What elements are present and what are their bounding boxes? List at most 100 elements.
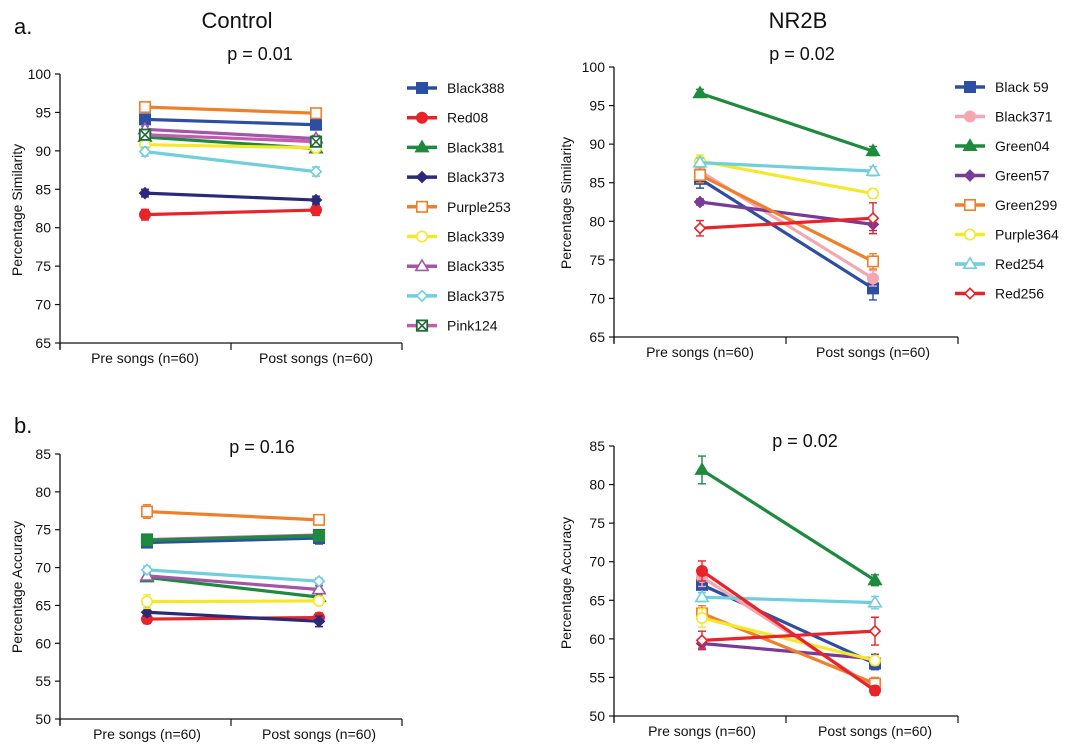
series-line (143, 143, 318, 150)
series-purple364 (695, 608, 881, 667)
series-line (700, 616, 877, 663)
data-point (309, 118, 322, 131)
legend-item: Black381 (407, 139, 505, 155)
series-red254 (692, 154, 881, 177)
series-line (700, 629, 877, 643)
series-red08 (139, 203, 322, 221)
series-purple253 (139, 101, 322, 120)
data-point (138, 145, 152, 158)
legend-swatch-marker (415, 200, 428, 213)
legend-swatch-marker (962, 138, 978, 151)
data-point (866, 272, 879, 285)
y-tick-label: 50 (589, 708, 605, 724)
y-tick-label: 90 (35, 143, 51, 159)
y-tick-label: 50 (35, 711, 51, 727)
series-line (698, 216, 875, 230)
series-line (145, 568, 321, 583)
data-point (138, 128, 152, 141)
legend-label: Green57 (995, 168, 1050, 184)
y-tick-label: 75 (589, 515, 605, 531)
legend-label: Black 59 (995, 79, 1049, 95)
data-point (695, 564, 708, 577)
column-title-nr2b: NR2B (769, 8, 828, 33)
series-line (698, 173, 875, 263)
data-point (693, 169, 706, 182)
data-point (692, 85, 708, 99)
y-tick-label: 100 (28, 66, 52, 82)
y-tick-label: 80 (35, 220, 51, 236)
y-tick-label: 75 (35, 258, 51, 274)
data-point (140, 605, 154, 619)
data-point (309, 204, 322, 217)
legend-label: Black339 (447, 229, 505, 245)
x-tick-label: Pre songs (n=60) (93, 726, 201, 742)
legend-swatch-marker (963, 169, 977, 182)
y-tick-label: 85 (589, 438, 605, 454)
series-line (698, 177, 875, 290)
series-line (143, 133, 318, 144)
legend-swatch-marker-cross (416, 319, 428, 332)
series-black388 (139, 113, 322, 131)
x-tick-label: Pre songs (n=60) (91, 350, 199, 366)
series-black375 (138, 145, 323, 178)
series-line (700, 569, 877, 693)
chart-a-control: p = 0.01 Percentage Similarity 65 70 75 80 85 9… (9, 44, 511, 366)
series-black335 (139, 568, 327, 595)
legend-label: Black381 (447, 139, 505, 155)
legend-swatch-marker (415, 82, 428, 95)
data-point-cross (139, 128, 151, 141)
legend-item: Red08 (407, 110, 488, 126)
legend-label: Black388 (447, 80, 505, 96)
data-point (312, 513, 325, 526)
data-point (139, 208, 152, 221)
y-axis-label: Percentage Similarity (9, 144, 25, 276)
legend-label: Red254 (995, 256, 1044, 272)
series-line (698, 159, 875, 196)
chart-a-nr2b: p = 0.02 Percentage Similarity 65 70 75 80 85 9… (558, 44, 1059, 360)
data-point (868, 684, 881, 697)
y-tick-label: 85 (35, 181, 51, 197)
legend-label: Red256 (995, 286, 1044, 302)
charts-group: p = 0.01 Percentage Similarity 65 70 75 80 85 9… (9, 44, 1059, 742)
legend-label: Pink124 (447, 318, 498, 334)
data-point (868, 654, 881, 667)
x-tick-label: Post songs (n=60) (818, 723, 932, 739)
legend-label: Black371 (995, 109, 1053, 125)
x-tick-label: Post songs (n=60) (816, 344, 930, 360)
y-tick-label: 65 (35, 597, 51, 613)
y-tick-label: 95 (589, 98, 605, 114)
legend-swatch-marker (963, 81, 976, 94)
data-point (309, 107, 322, 120)
series-red256 (695, 616, 882, 651)
legend-item: Red254 (955, 256, 1044, 272)
series-green57 (695, 637, 882, 666)
data-point (695, 612, 708, 625)
series-line (700, 468, 877, 582)
legend-item: Green299 (955, 197, 1057, 213)
data-point-cross (310, 135, 322, 148)
legend-item: Black373 (407, 169, 505, 185)
legend-swatch-marker (415, 319, 429, 332)
series-line (700, 641, 877, 661)
y-tick-label: 80 (589, 477, 605, 493)
legend-swatch-marker (963, 110, 976, 123)
series-red254 (694, 589, 883, 610)
y-tick-label: 90 (589, 136, 605, 152)
data-point (867, 572, 883, 586)
series-black375 (140, 563, 326, 588)
chart-title: p = 0.16 (229, 437, 295, 457)
series-line (145, 534, 321, 542)
series-line (700, 595, 877, 605)
data-point (140, 563, 154, 577)
data-point (312, 594, 325, 607)
series-line (143, 105, 318, 115)
series-line (143, 208, 318, 217)
data-point (311, 581, 327, 595)
chart-b-nr2b: p = 0.02 Percentage Accuracy 50 55 60 65 70 75 8… (558, 431, 959, 739)
series-line (698, 91, 875, 153)
series-black373 (138, 186, 323, 207)
y-tick-label: 75 (589, 252, 605, 268)
legend-swatch-marker (415, 289, 429, 303)
legend-label: Red08 (447, 110, 488, 126)
